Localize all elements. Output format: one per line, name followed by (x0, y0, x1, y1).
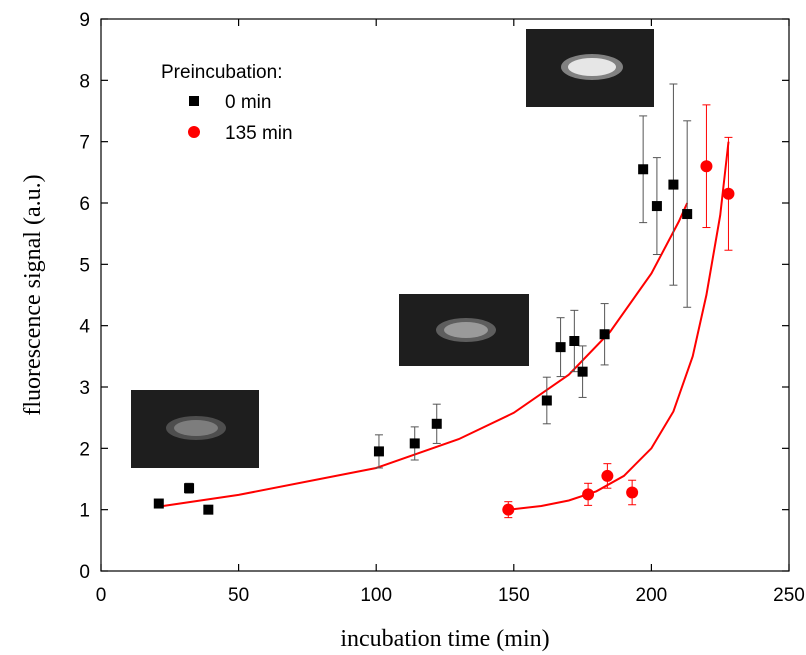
data-point-circle (722, 187, 735, 200)
x-tick-label: 250 (773, 585, 805, 606)
data-points (153, 160, 735, 516)
plot-frame (100, 18, 790, 572)
y-tick-label: 3 (79, 378, 90, 399)
x-tick-label: 150 (498, 585, 530, 606)
y-tick-label: 9 (79, 10, 90, 31)
legend-label-135min: 135 min (225, 123, 293, 144)
data-point-square (541, 395, 552, 406)
data-point-square (682, 209, 693, 220)
legend-label-0min: 0 min (225, 92, 271, 113)
legend-title: Preincubation: (161, 62, 282, 83)
fit-curve-1 (508, 141, 730, 511)
data-point-square (569, 336, 580, 346)
data-point-square (409, 438, 420, 449)
legend: Preincubation: 0 min 135 min (161, 62, 293, 144)
data-point-square (668, 179, 679, 190)
x-tick-label: 100 (360, 585, 392, 606)
data-point-square (651, 201, 662, 212)
data-point-square (373, 446, 384, 457)
data-point-circle (582, 488, 595, 501)
legend-marker-0min (189, 96, 199, 106)
x-tick-label: 50 (228, 585, 249, 606)
data-point-square (153, 498, 164, 509)
data-point-square (555, 342, 566, 353)
y-tick-label: 7 (79, 133, 90, 154)
data-point-circle (601, 469, 614, 482)
data-point-circle (700, 160, 713, 173)
data-point-square (577, 366, 588, 377)
data-point-circle (502, 503, 515, 516)
data-point-circle (626, 486, 639, 499)
y-tick-label: 6 (79, 194, 90, 215)
y-tick-label: 1 (79, 501, 90, 522)
fit-curves (158, 141, 730, 511)
cell-image-mid (399, 294, 529, 366)
data-point-square (638, 164, 649, 175)
x-tick-label: 200 (636, 585, 668, 606)
y-tick-label: 4 (79, 317, 90, 338)
legend-marker-135min (188, 126, 200, 138)
cell-image-early (131, 390, 259, 468)
x-tick-label: 0 (96, 585, 107, 606)
fit-curve-0 (158, 202, 689, 508)
y-axis-label: fluorescence signal (a.u.) (20, 174, 46, 415)
y-tick-label: 2 (79, 439, 90, 460)
y-tick-label: 0 (79, 562, 90, 583)
y-tick-label: 5 (79, 255, 90, 276)
data-point-square (599, 329, 610, 340)
cell-image-late (526, 29, 654, 107)
data-point-square (184, 483, 195, 494)
data-point-square (431, 418, 442, 429)
y-tick-label: 8 (79, 71, 90, 92)
x-axis-label: incubation time (min) (340, 626, 549, 652)
axis-ticks: 0 50 100 150 200 250 0 1 2 3 4 5 6 7 8 9 (79, 10, 804, 606)
data-point-square (203, 504, 214, 515)
